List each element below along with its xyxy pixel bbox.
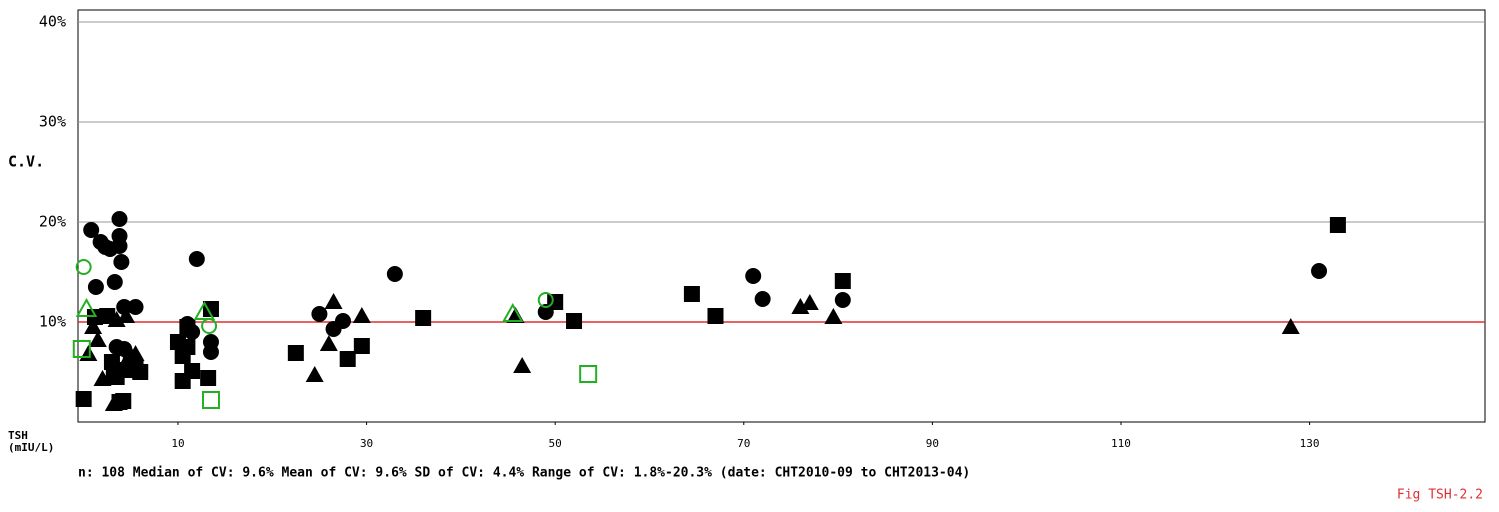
point [824, 308, 843, 324]
point [126, 345, 145, 361]
point [834, 273, 851, 289]
x-axis-label: TSH [8, 429, 28, 442]
point [707, 308, 724, 324]
point [745, 268, 762, 284]
point [127, 299, 144, 315]
point [193, 300, 216, 320]
point [1281, 318, 1300, 334]
point [84, 318, 103, 334]
point [99, 308, 116, 324]
plot-frame [77, 9, 1486, 423]
point [101, 368, 120, 384]
point [202, 301, 219, 317]
point [537, 292, 554, 308]
x-axis-label: (mIU/L) [8, 441, 54, 454]
point [75, 297, 98, 317]
point [339, 351, 356, 367]
stats-line: n: 108 Median of CV: 9.6% Mean of CV: 9.… [78, 466, 970, 481]
point [547, 294, 564, 310]
point [87, 279, 104, 295]
point [200, 370, 217, 386]
figure-label: Fig TSH-2.2 [1397, 488, 1483, 503]
point [334, 313, 351, 329]
point [324, 293, 343, 309]
y-axis-label: C.V. [8, 153, 44, 171]
point [83, 222, 100, 238]
y-tick-label: 20% [39, 213, 66, 231]
point [1329, 217, 1346, 233]
point [800, 294, 819, 310]
x-tick-label: 50 [549, 437, 562, 450]
y-tick-label: 40% [39, 13, 66, 31]
point [179, 339, 196, 355]
point [502, 302, 524, 322]
point [79, 345, 98, 361]
point [72, 340, 91, 358]
y-tick-label: 30% [39, 113, 66, 131]
point [566, 313, 583, 329]
point [311, 306, 328, 322]
point [201, 391, 220, 409]
x-tick-label: 130 [1300, 437, 1320, 450]
x-tick-label: 90 [926, 437, 939, 450]
point [415, 310, 432, 326]
point [117, 307, 136, 323]
point [834, 292, 851, 308]
point [352, 307, 371, 323]
point [202, 344, 219, 360]
x-tick-label: 110 [1111, 437, 1131, 450]
point [287, 345, 304, 361]
point [75, 259, 92, 275]
point [305, 366, 324, 382]
point [201, 318, 218, 334]
point [754, 291, 771, 307]
point [104, 395, 123, 411]
point [113, 254, 130, 270]
x-tick-label: 70 [737, 437, 750, 450]
y-tick-label: 10% [39, 313, 66, 331]
x-tick-label: 30 [360, 437, 373, 450]
point [132, 364, 149, 380]
point [88, 331, 107, 347]
point [513, 357, 532, 373]
point [179, 319, 196, 335]
point [683, 286, 700, 302]
point [353, 338, 370, 354]
x-tick-label: 10 [171, 437, 184, 450]
point [1311, 263, 1328, 279]
point [111, 211, 128, 227]
point [111, 238, 128, 254]
point [188, 251, 205, 267]
point [386, 266, 403, 282]
point [579, 365, 598, 383]
point [319, 335, 338, 351]
point [184, 363, 201, 379]
point [75, 391, 92, 407]
point [106, 274, 123, 290]
